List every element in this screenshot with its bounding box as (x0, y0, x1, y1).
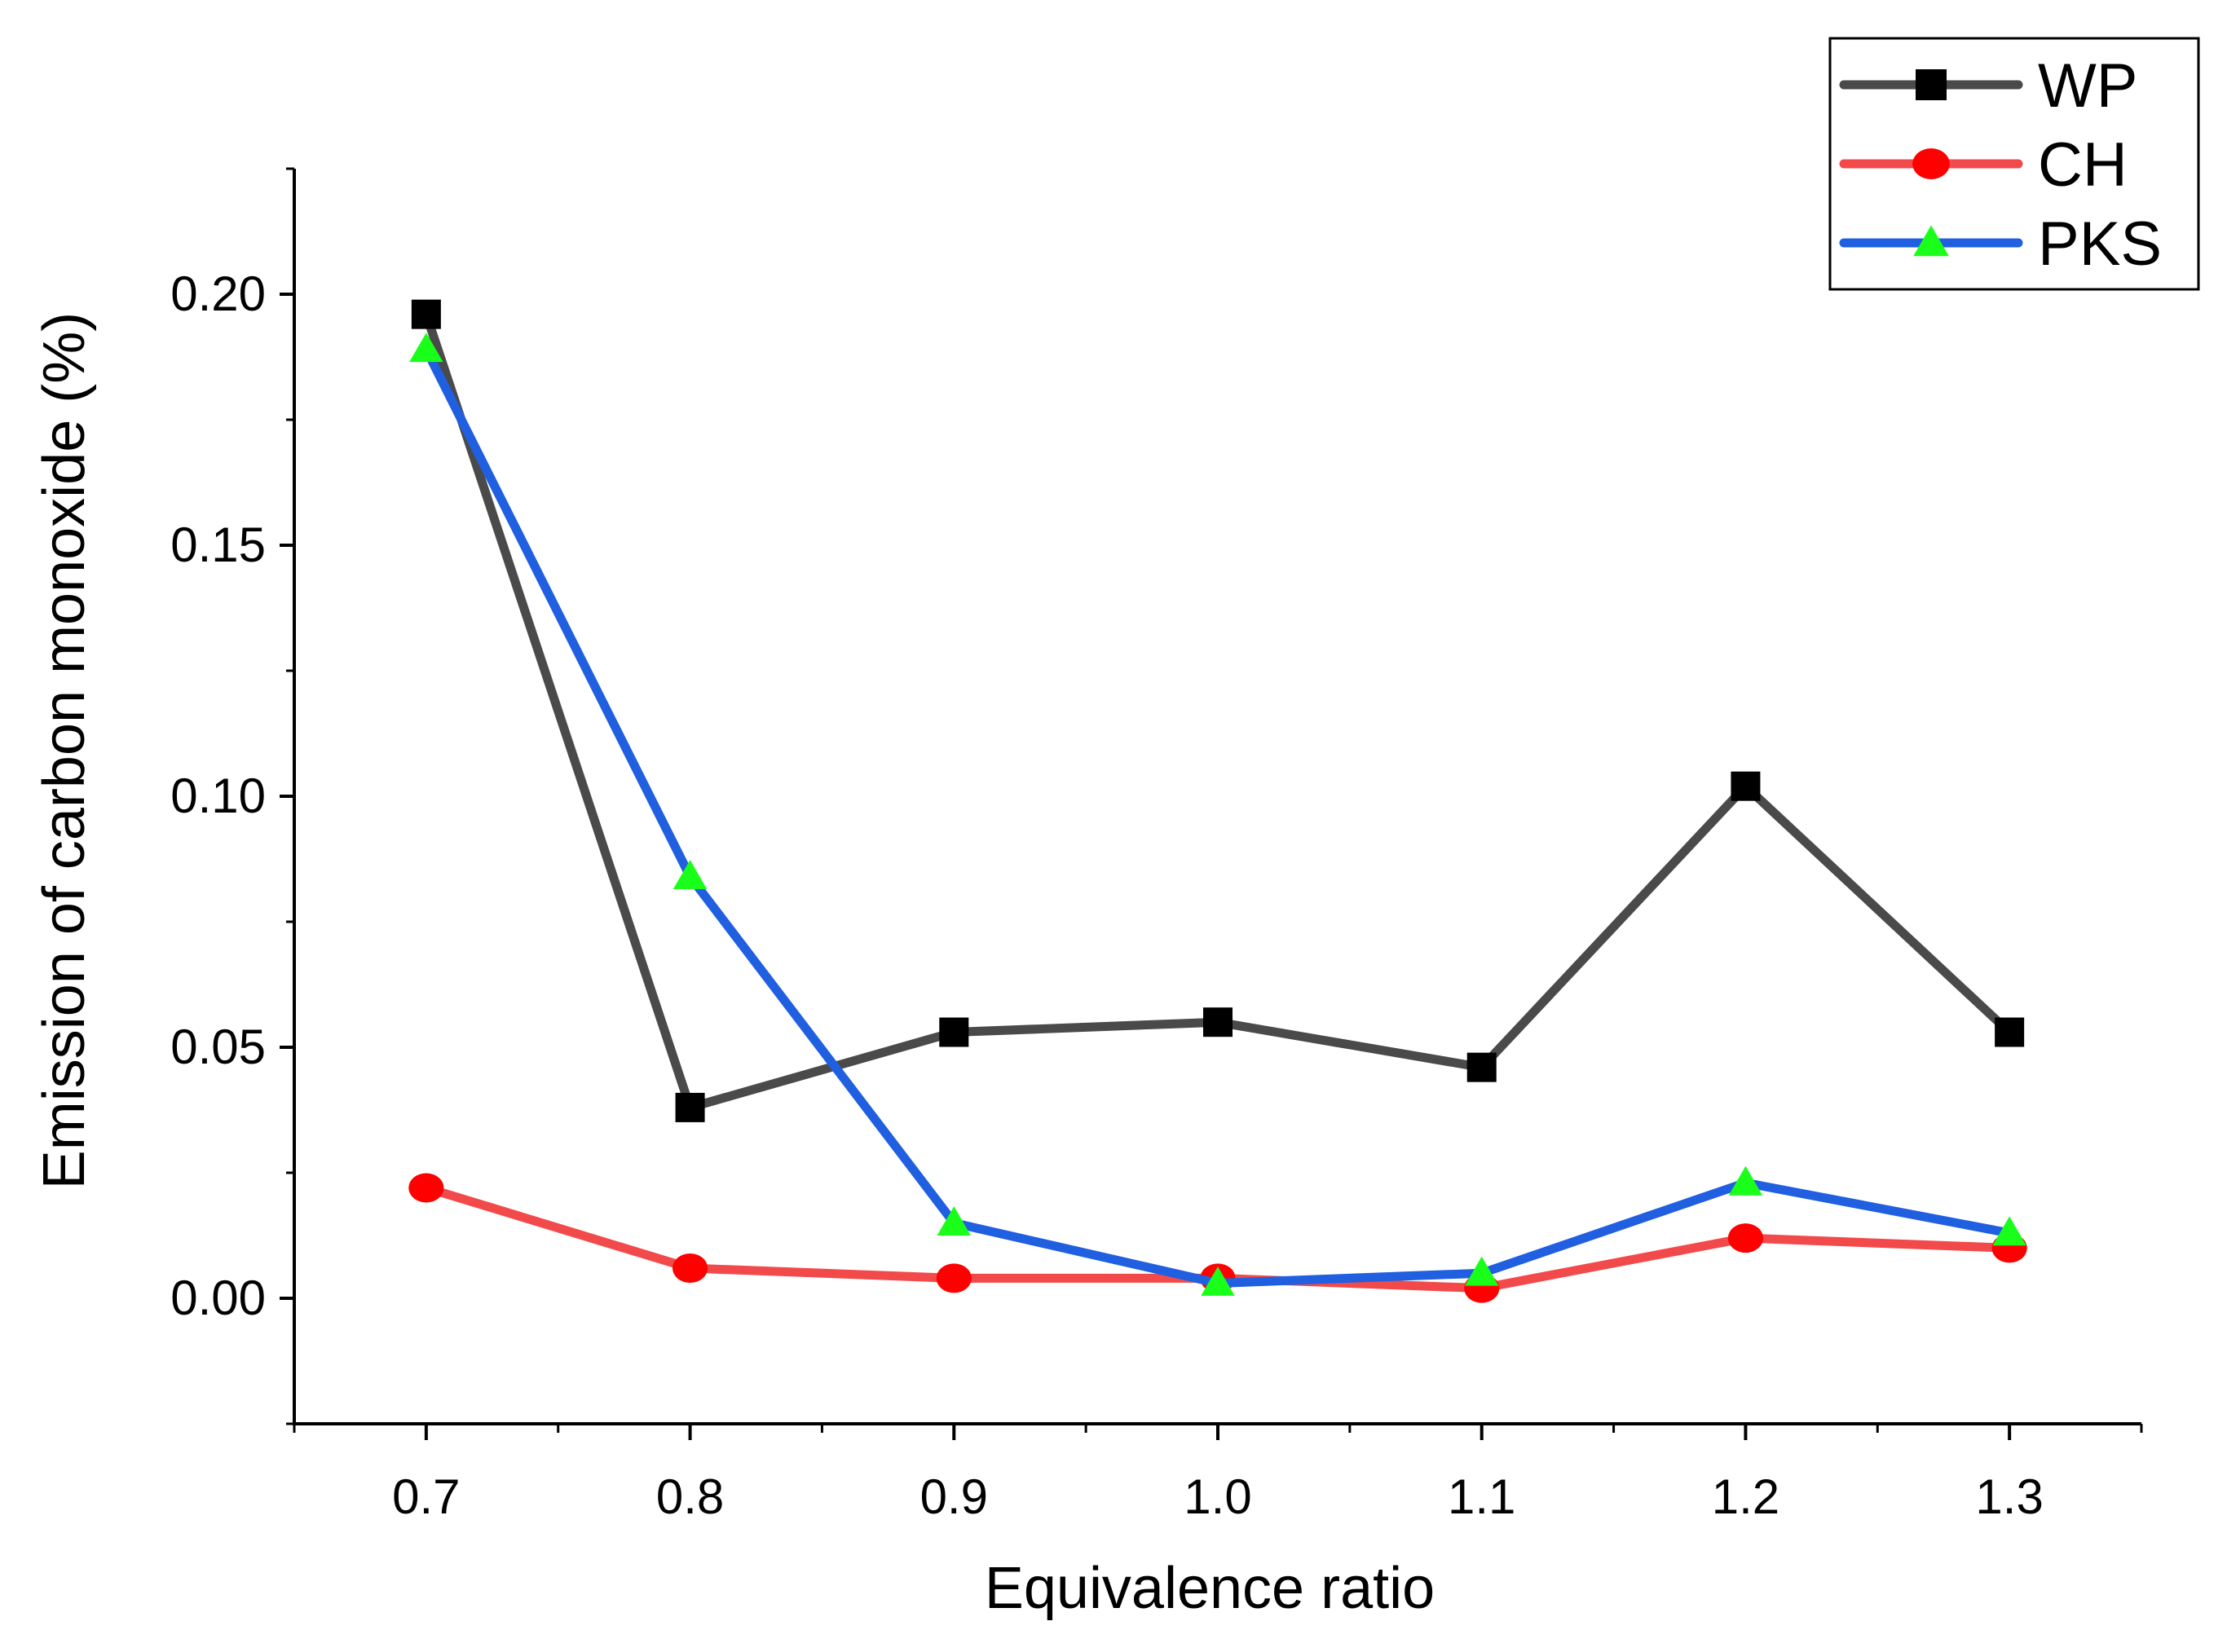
data-point-ch (936, 1263, 972, 1293)
axes: 0.00 0.05 0.10 0.15 0.20 0.7 0.8 0.9 1.0 1.1 1.2 1.… (32, 167, 2143, 1621)
data-point-wp (1731, 771, 1761, 801)
data-point-ch (1727, 1223, 1764, 1253)
legend-label: WP (2038, 51, 2137, 121)
y-axis-title: Emission of carbon monoxide (%) (32, 312, 97, 1189)
x-tick-label: 1.0 (1184, 1469, 1251, 1524)
legend: WP CH PKS (1828, 37, 2200, 291)
y-tick-label: 0.10 (170, 769, 266, 823)
series-line-wp (421, 310, 2014, 1112)
legend-item-wp: WP (1839, 51, 2137, 121)
data-point-pks (1728, 1165, 1763, 1196)
legend-item-ch: CH (1839, 130, 2128, 200)
data-point-pks (409, 333, 443, 363)
x-tick-label: 0.7 (392, 1469, 460, 1524)
legend-label: PKS (2038, 209, 2162, 279)
x-tick-label: 0.8 (656, 1469, 724, 1524)
data-point-wp (411, 299, 441, 329)
y-tick-label: 0.15 (170, 518, 266, 572)
data-point-wp (939, 1017, 969, 1047)
data-point-ch (672, 1253, 708, 1284)
series-layer (408, 299, 2027, 1303)
legend-marker-square (1916, 69, 1947, 100)
series-pks (409, 333, 2026, 1296)
x-tick-label: 1.1 (1448, 1469, 1515, 1524)
x-axis-title: Equivalence ratio (985, 1556, 1435, 1621)
y-tick-label: 0.20 (170, 267, 266, 321)
data-point-wp (1203, 1007, 1233, 1037)
x-tick-label: 0.9 (920, 1469, 988, 1524)
data-point-wp (1995, 1017, 2025, 1047)
data-point-pks (1201, 1267, 1235, 1296)
data-point-pks (1465, 1256, 1499, 1286)
y-tick-label: 0.00 (170, 1271, 266, 1325)
legend-label: CH (2038, 130, 2128, 200)
x-tick-label: 1.2 (1712, 1469, 1779, 1524)
x-tick-label: 1.3 (1975, 1469, 2043, 1524)
data-point-pks (937, 1206, 971, 1236)
y-tick-label: 0.05 (170, 1020, 266, 1074)
data-point-pks (1992, 1216, 2026, 1246)
legend-marker-circle (1912, 148, 1950, 179)
data-point-wp (675, 1092, 705, 1122)
legend-marker-triangle (1913, 225, 1949, 257)
series-wp (411, 299, 2025, 1122)
data-point-pks (673, 860, 708, 889)
legend-item-pks: PKS (1839, 209, 2162, 279)
data-point-wp (1466, 1052, 1497, 1082)
data-point-ch (408, 1173, 444, 1203)
